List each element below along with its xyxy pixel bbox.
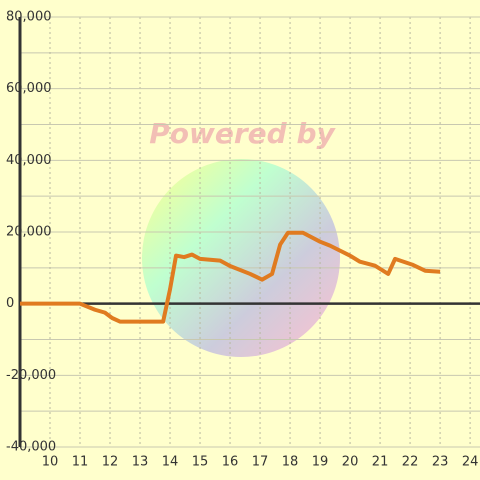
x-tick-label: 18 <box>282 455 299 470</box>
y-tick-label: 0 <box>6 296 14 311</box>
x-tick-label: 21 <box>372 455 389 470</box>
data-line <box>20 230 441 324</box>
x-tick-label: 19 <box>312 455 329 470</box>
watermark: Powered by <box>149 117 336 150</box>
x-tick-label: 15 <box>192 455 209 470</box>
x-tick-label: 24 <box>462 455 479 470</box>
y-tick-label: 60,000 <box>6 81 52 96</box>
x-tick-label: 11 <box>72 455 89 470</box>
y-tick-label: 40,000 <box>6 153 52 168</box>
x-tick-label: 12 <box>102 455 119 470</box>
x-tick-label: 13 <box>132 455 149 470</box>
y-tick-label: -20,000 <box>6 368 56 383</box>
watermark-logo <box>142 159 340 357</box>
x-tick-label: 22 <box>402 455 419 470</box>
x-tick-label: 23 <box>432 455 449 470</box>
y-tick-label: 80,000 <box>6 10 52 25</box>
x-tick-label: 14 <box>162 455 179 470</box>
y-tick-label: -40,000 <box>6 440 56 455</box>
x-tick-label: 17 <box>252 455 269 470</box>
x-tick-label: 16 <box>222 455 239 470</box>
x-tick-label: 20 <box>342 455 359 470</box>
x-tick-label: 10 <box>42 455 59 470</box>
y-tick-label: 20,000 <box>6 225 52 240</box>
